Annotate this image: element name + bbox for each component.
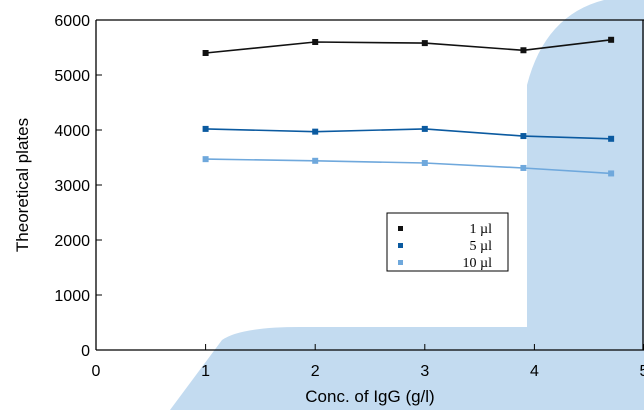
y-tick-label: 5000 xyxy=(54,68,90,85)
data-point xyxy=(520,164,527,171)
legend-marker xyxy=(398,243,403,248)
data-point xyxy=(202,156,209,163)
legend-label: 10 µl xyxy=(463,256,493,271)
data-point xyxy=(421,40,428,47)
y-tick-label: 3000 xyxy=(54,178,90,195)
data-point xyxy=(421,125,428,132)
y-axis-ticks: 0 1000 2000 3000 4000 5000 6000 xyxy=(54,13,102,360)
legend-label: 5 µl xyxy=(470,239,493,254)
data-point xyxy=(520,133,527,140)
data-point xyxy=(421,160,428,166)
data-point xyxy=(520,47,527,54)
data-point xyxy=(312,128,319,135)
y-tick-label: 6000 xyxy=(54,13,90,30)
legend-marker xyxy=(398,260,403,265)
data-point xyxy=(202,50,209,56)
legend-box xyxy=(386,212,509,272)
y-tick-label: 2000 xyxy=(54,233,90,250)
x-tick-label: 2 xyxy=(311,363,320,380)
y-tick-label: 0 xyxy=(81,343,90,360)
y-tick-label: 1000 xyxy=(54,288,90,305)
x-tick-label: 1 xyxy=(201,363,210,380)
legend-label: 1 µl xyxy=(470,222,493,237)
x-tick-label: 3 xyxy=(420,363,429,380)
x-axis-label: Conc. of IgG (g/l) xyxy=(305,387,434,406)
data-point xyxy=(312,39,319,45)
background-shape xyxy=(170,0,644,410)
x-tick-label: 4 xyxy=(530,363,539,380)
y-axis-label: Theoretical plates xyxy=(13,118,32,252)
data-point xyxy=(312,157,319,164)
x-tick-label: 5 xyxy=(640,363,644,380)
data-point xyxy=(608,36,615,43)
x-tick-label: 0 xyxy=(92,363,101,380)
data-point xyxy=(608,135,615,142)
x-axis-ticks: 0 1 2 3 4 5 xyxy=(92,344,644,380)
series-layer xyxy=(202,36,615,177)
legend-marker xyxy=(398,226,403,231)
y-tick-label: 4000 xyxy=(54,123,90,140)
legend: 1 µl 5 µl 10 µl xyxy=(386,212,509,272)
data-point xyxy=(202,125,209,132)
data-point xyxy=(608,170,615,177)
